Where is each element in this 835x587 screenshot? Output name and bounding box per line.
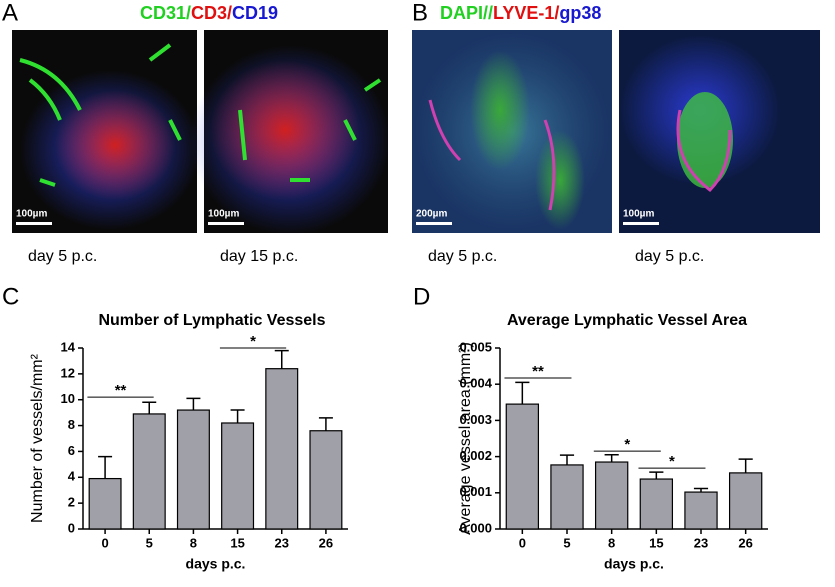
significance-label: * (250, 333, 256, 350)
x-tick-label: 8 (608, 535, 615, 550)
x-tick-label: 8 (190, 535, 197, 550)
stain-name: CD3/ (191, 3, 232, 23)
stain-name: LYVE-1/ (493, 3, 559, 23)
stain-name: CD31/ (140, 3, 191, 23)
scale-bar-label: 100µm (623, 209, 654, 220)
error-bar (98, 455, 113, 479)
panel-letter: C (2, 283, 19, 310)
scale-bar (416, 222, 452, 225)
x-tick-label: 5 (563, 535, 570, 550)
scale-bar (623, 222, 659, 225)
x-tick-label: 15 (230, 535, 244, 550)
x-tick-label: 23 (694, 535, 708, 550)
scale-bar-label: 200µm (416, 209, 447, 220)
y-tick-label: 0.005 (459, 339, 492, 354)
y-tick-label: 0 (68, 520, 75, 535)
error-bar (318, 417, 333, 431)
micrograph (619, 30, 820, 233)
micrograph (12, 30, 200, 233)
scale-bar (16, 222, 52, 225)
bar (728, 472, 763, 530)
y-tick-label: 4 (68, 469, 76, 484)
stain-name: CD19 (232, 3, 278, 23)
bar (88, 477, 122, 530)
y-tick-label: 0.004 (459, 376, 492, 391)
x-axis-label: days p.c. (604, 556, 664, 572)
significance-label: ** (115, 382, 127, 399)
error-bar (604, 454, 619, 463)
y-tick-label: 8 (68, 417, 75, 432)
stain-name: DAPI// (440, 3, 493, 23)
error-bar (186, 397, 201, 411)
bar (221, 422, 255, 530)
bar (176, 409, 210, 530)
x-tick-label: 26 (319, 535, 333, 550)
y-tick-label: 0.002 (459, 448, 492, 463)
chart-title: Average Lymphatic Vessel Area (507, 312, 747, 329)
error-bar (142, 401, 157, 414)
stain-label: DAPI//LYVE-1/gp38 (440, 3, 601, 23)
significance-label: ** (532, 363, 544, 380)
error-bar (230, 409, 245, 423)
y-tick-label: 0.003 (459, 412, 492, 427)
y-tick-label: 12 (61, 365, 75, 380)
bar (684, 491, 718, 530)
x-tick-label: 26 (738, 535, 752, 550)
bar (505, 403, 540, 530)
stain-label: CD31/CD3/CD19 (140, 3, 278, 23)
x-tick-label: 15 (649, 535, 663, 550)
x-tick-label: 0 (101, 535, 108, 550)
y-tick-label: 14 (61, 339, 76, 354)
x-tick-label: 23 (275, 535, 289, 550)
error-bar (693, 487, 709, 493)
micrograph (190, 30, 390, 235)
scale-bar-label: 100µm (16, 209, 47, 220)
bar (265, 368, 299, 530)
bar (550, 464, 584, 530)
y-tick-label: 6 (68, 443, 75, 458)
error-bar (515, 381, 530, 405)
panel-letter: A (2, 0, 18, 26)
x-axis-label: days p.c. (186, 556, 246, 572)
error-bar (274, 349, 289, 369)
y-tick-label: 0.000 (459, 520, 492, 535)
significance-label: * (624, 436, 630, 453)
x-tick-label: 5 (146, 535, 153, 550)
bar (132, 413, 166, 530)
image-caption: day 15 p.c. (220, 248, 298, 265)
bar (639, 478, 674, 530)
y-axis-label: Number of vessels/mm² (29, 353, 46, 523)
micrograph (412, 30, 612, 233)
x-tick-label: 0 (519, 535, 526, 550)
y-tick-label: 10 (61, 391, 75, 406)
y-tick-label: 0.001 (459, 484, 492, 499)
scale-bar (208, 222, 244, 225)
image-caption: day 5 p.c. (28, 248, 97, 265)
y-axis-label: Average vessel area (mm²) (457, 342, 474, 535)
scale-bar-label: 100µm (208, 209, 239, 220)
error-bar (559, 454, 575, 465)
stain-name: gp38 (559, 3, 601, 23)
y-tick-label: 2 (68, 495, 75, 510)
error-bar (649, 471, 664, 480)
image-caption: day 5 p.c. (428, 248, 497, 265)
panel-letter: B (412, 0, 428, 26)
bar (309, 430, 343, 530)
significance-label: * (669, 453, 675, 470)
panel-letter: D (413, 283, 430, 310)
chart-title: Number of Lymphatic Vessels (98, 312, 325, 329)
image-caption: day 5 p.c. (635, 248, 704, 265)
error-bar (738, 458, 753, 473)
bar (594, 461, 629, 530)
